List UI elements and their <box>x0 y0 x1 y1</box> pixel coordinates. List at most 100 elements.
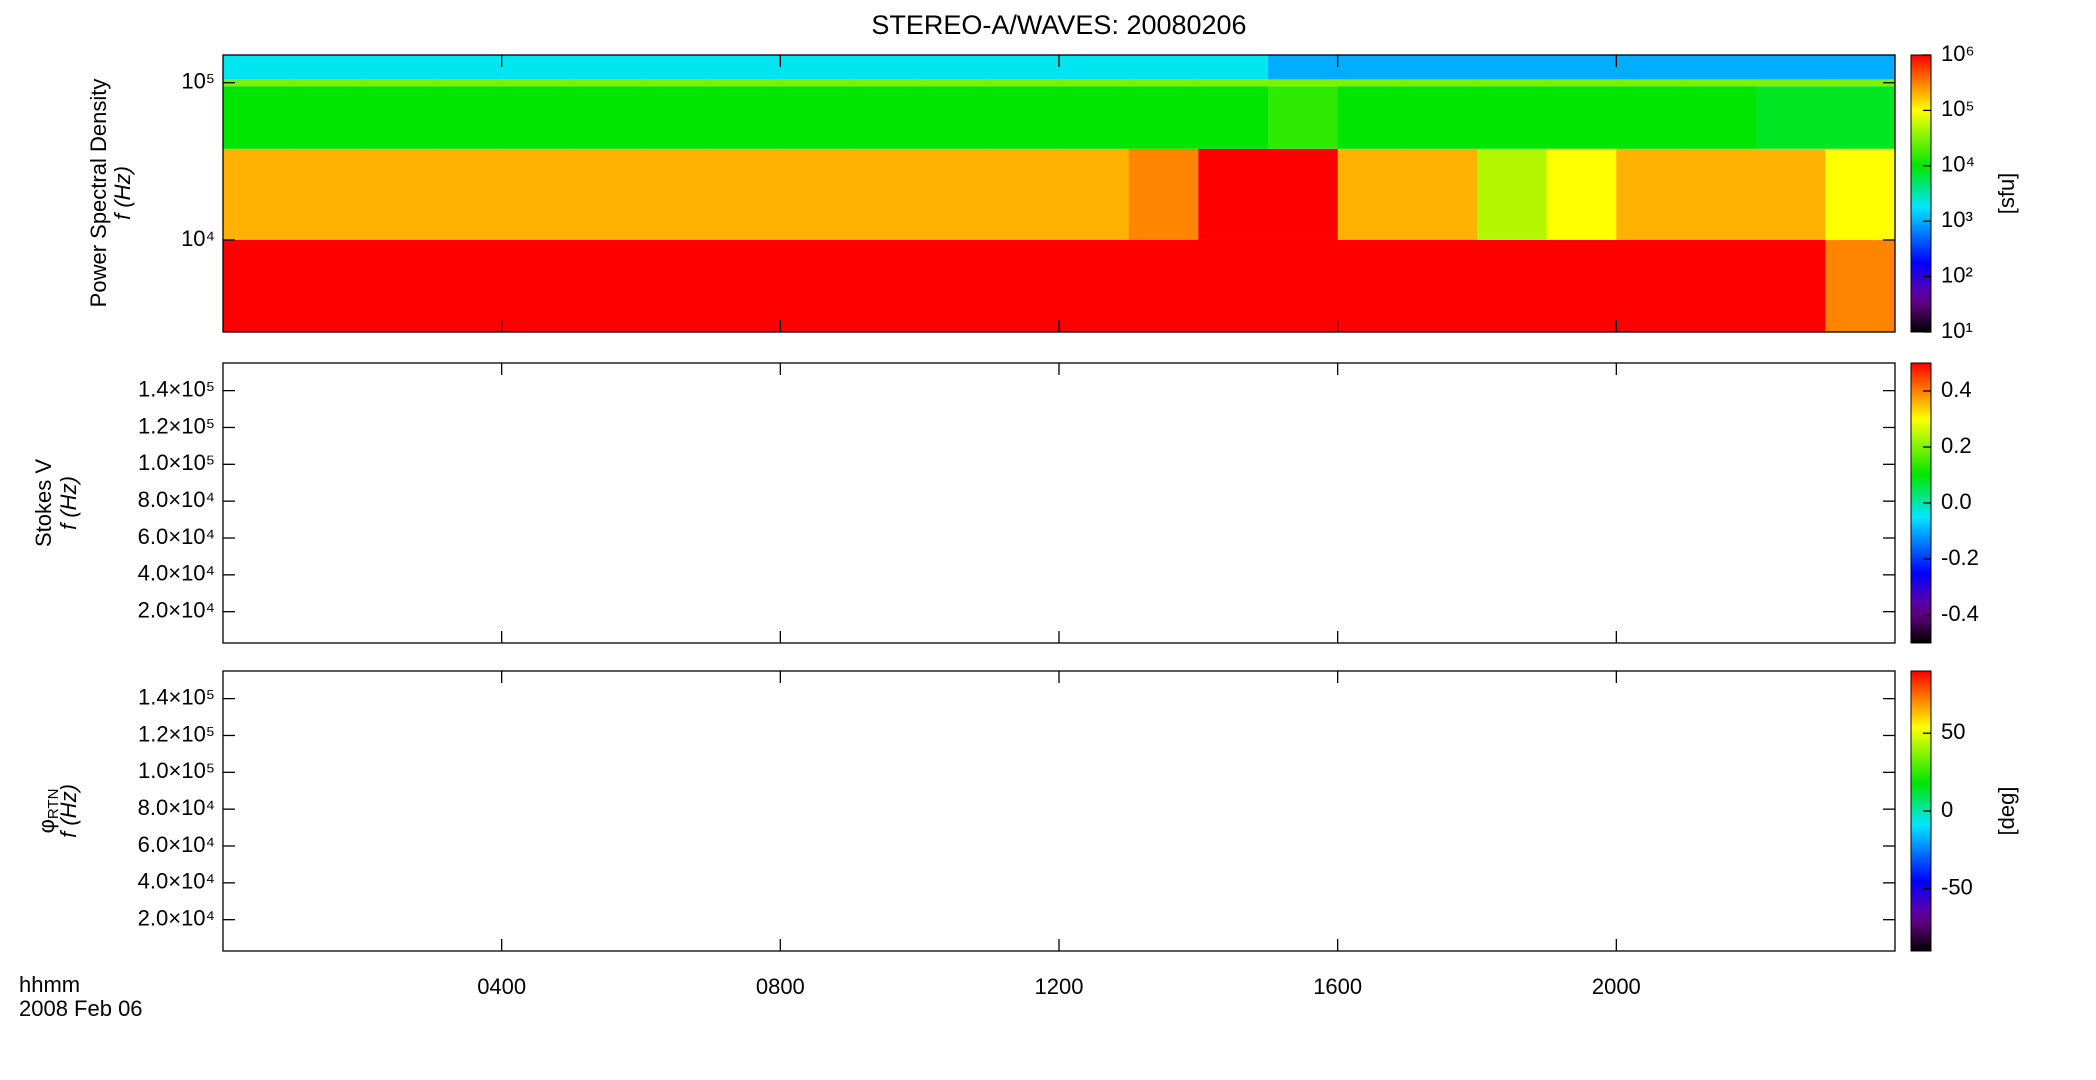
heatmap-cell <box>432 55 503 80</box>
y-tick-label: 10⁴ <box>181 226 215 251</box>
plot-frame <box>222 362 1896 644</box>
colorbar-tick-label: -0.2 <box>1941 545 1979 570</box>
heatmap-cell <box>432 79 503 87</box>
y-tick-label: 1.0×10⁵ <box>138 758 215 783</box>
heatmap-cell <box>1616 79 1687 87</box>
heatmap-cell <box>850 148 921 240</box>
colorbar-tick-label: 0.0 <box>1941 489 1972 514</box>
heatmap-cell <box>1407 239 1478 332</box>
heatmap-cell <box>1198 55 1269 80</box>
heatmap-cell <box>292 86 363 149</box>
heatmap-cell <box>1268 79 1339 87</box>
heatmap-cell <box>1268 86 1339 149</box>
heatmap-cell <box>1825 55 1896 80</box>
heatmap-cell <box>710 148 781 240</box>
heatmap-cell <box>710 55 781 80</box>
heatmap-cell <box>1337 239 1408 332</box>
heatmap-cell <box>919 86 990 149</box>
heatmap-cell <box>1059 148 1130 240</box>
heatmap-cell <box>850 239 921 332</box>
colorbar-label: [sfu] <box>1994 173 2019 215</box>
heatmap-cell <box>292 239 363 332</box>
heatmap-cell <box>432 148 503 240</box>
heatmap-cell <box>571 148 642 240</box>
colorbar-tick-label: 10⁶ <box>1941 41 1975 66</box>
heatmap-cell <box>1686 79 1757 87</box>
y-axis-symbol: φ <box>34 819 59 833</box>
y-tick-label: 1.2×10⁵ <box>138 721 215 746</box>
x-tick-label: 1600 <box>1313 974 1362 999</box>
heatmap-cell <box>989 148 1060 240</box>
colorbar-tick-label: 10³ <box>1941 207 1973 232</box>
heatmap-cell <box>641 239 712 332</box>
colorbar <box>1910 54 1932 333</box>
heatmap-cell <box>1477 86 1548 149</box>
y-tick-label: 4.0×10⁴ <box>138 869 215 894</box>
heatmap-cell <box>1686 239 1757 332</box>
heatmap-cell <box>1337 55 1408 80</box>
colorbar-tick-label: 0.4 <box>1941 377 1972 402</box>
colorbar-tick-label: 0 <box>1941 797 1953 822</box>
heatmap-cell <box>1128 55 1199 80</box>
heatmap-cell <box>223 55 294 80</box>
y-axis-unit: f (Hz) <box>110 166 135 220</box>
heatmap-cell <box>1128 148 1199 240</box>
heatmap-cell <box>1616 86 1687 149</box>
heatmap-cell <box>1546 86 1617 149</box>
colorbar-tick-label: 10¹ <box>1941 318 1973 343</box>
heatmap-cell <box>362 86 433 149</box>
date-label: 2008 Feb 06 <box>19 996 143 1021</box>
y-tick-label: 8.0×10⁴ <box>138 487 215 512</box>
heatmap-cell <box>501 239 572 332</box>
heatmap-cell <box>850 79 921 87</box>
heatmap-cell <box>1337 79 1408 87</box>
colorbar-tick-label: 10⁵ <box>1941 96 1975 121</box>
heatmap-cell <box>1059 239 1130 332</box>
y-axis-title: Stokes V <box>31 459 56 547</box>
heatmap-cell <box>362 55 433 80</box>
heatmap-cell <box>1686 148 1757 240</box>
heatmap-cell <box>1546 239 1617 332</box>
heatmap-cell <box>989 86 1060 149</box>
heatmap-cell <box>501 79 572 87</box>
heatmap-cell <box>780 86 851 149</box>
heatmap-cell <box>1477 55 1548 80</box>
heatmap-cell <box>1128 239 1199 332</box>
heatmap-cell <box>780 239 851 332</box>
heatmap-cell <box>1825 148 1896 240</box>
heatmap-cell <box>1755 239 1826 332</box>
y-tick-label: 8.0×10⁴ <box>138 795 215 820</box>
heatmap-cell <box>1755 79 1826 87</box>
heatmap-cell <box>989 239 1060 332</box>
colorbar-tick-label: 50 <box>1941 719 1965 744</box>
y-axis-unit: f (Hz) <box>56 476 81 530</box>
heatmap-cell <box>919 55 990 80</box>
heatmap-cell <box>1128 86 1199 149</box>
heatmap-cell <box>919 148 990 240</box>
y-tick-label: 10⁵ <box>181 69 215 94</box>
colorbar-tick-label: -0.4 <box>1941 601 1979 626</box>
colorbar-tick-label: 10² <box>1941 262 1973 287</box>
heatmap-cell <box>1755 148 1826 240</box>
heatmap-cell <box>1825 86 1896 149</box>
heatmap-cell <box>1825 239 1896 332</box>
heatmap-cell <box>1059 55 1130 80</box>
heatmap-cell <box>1686 86 1757 149</box>
heatmap-cell <box>223 239 294 332</box>
heatmap-cell <box>641 86 712 149</box>
colorbar-tick-label: 10⁴ <box>1941 152 1975 177</box>
heatmap-cell <box>1337 86 1408 149</box>
y-tick-label: 2.0×10⁴ <box>138 597 215 622</box>
heatmap-cell <box>571 239 642 332</box>
heatmap-cell <box>1268 148 1339 240</box>
heatmap-cell <box>919 79 990 87</box>
heatmap-cell <box>362 79 433 87</box>
heatmap-cell <box>710 86 781 149</box>
y-tick-label: 6.0×10⁴ <box>138 832 215 857</box>
heatmap-cell <box>641 79 712 87</box>
heatmap-cell <box>1407 148 1478 240</box>
heatmap-cell <box>1546 148 1617 240</box>
heatmap-cell <box>641 55 712 80</box>
heatmap-cell <box>501 86 572 149</box>
